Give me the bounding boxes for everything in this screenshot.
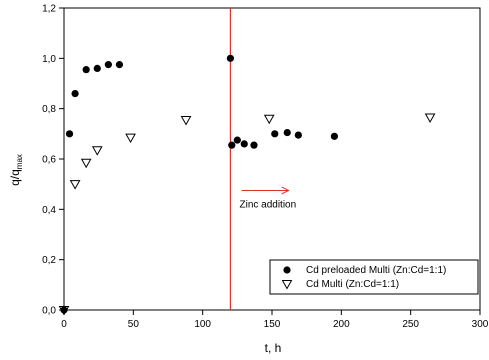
axes: 0 50 100 150 200 250 300 0,0 0,2 0,4 0,6 0,8 1,0 1,2 [42, 4, 489, 331]
x-tick-label: 200 [333, 319, 350, 330]
x-tick-label: 100 [194, 319, 211, 330]
data-point-cd-multi [424, 113, 436, 123]
y-axis-label-sub: max [15, 154, 24, 169]
data-point-cd-preloaded [233, 136, 241, 144]
y-tick-label: 1,2 [42, 4, 56, 15]
y-tick-label: 1,0 [42, 54, 56, 65]
x-tick-label: 300 [472, 319, 489, 330]
data-point-cd-multi [263, 114, 275, 125]
legend-marker-cd-multi [281, 280, 293, 290]
y-tick-label: 0,8 [42, 104, 56, 115]
y-tick-label: 0,4 [42, 205, 56, 216]
data-point-cd-preloaded [330, 132, 338, 140]
data-point-cd-preloaded [71, 89, 79, 98]
data-point-cd-preloaded [226, 54, 234, 62]
x-tick-label: 150 [264, 319, 281, 330]
data-point-cd-preloaded [294, 131, 302, 139]
legend: Cd preloaded Multi (Zn:Cd=1:1) Cd Multi … [269, 259, 479, 295]
x-tick-label: 250 [402, 319, 419, 330]
data-point-cd-multi [125, 133, 136, 144]
data-point-cd-preloaded [82, 66, 90, 74]
x-axis-label: t, h [265, 341, 282, 355]
data-point-cd-preloaded [283, 128, 291, 137]
annotation-arrow-head [281, 186, 290, 195]
legend-label-cd-multi: Cd Multi (Zn:Cd=1:1) [306, 279, 399, 290]
plot-area [58, 8, 436, 316]
data-point-cd-preloaded [250, 141, 258, 149]
x-tick-label: 50 [128, 319, 140, 330]
x-tick-label: 0 [61, 319, 67, 330]
data-point-cd-multi [58, 306, 70, 316]
y-tick-label: 0,6 [42, 155, 56, 166]
legend-label-cd-preloaded: Cd preloaded Multi (Zn:Cd=1:1) [306, 265, 446, 276]
data-point-cd-preloaded [93, 64, 101, 72]
data-point-cd-preloaded [65, 130, 74, 138]
y-tick-label: 0,0 [42, 306, 56, 317]
data-point-cd-preloaded [115, 61, 124, 69]
data-point-cd-preloaded [271, 130, 279, 138]
y-tick-label: 0,2 [42, 255, 56, 266]
data-point-cd-multi [69, 180, 81, 190]
data-point-cd-multi [91, 146, 103, 156]
data-point-cd-preloaded [228, 141, 236, 149]
data-point-cd-preloaded [104, 61, 112, 69]
data-point-cd-preloaded [240, 140, 248, 148]
legend-marker-cd-preloaded [283, 266, 291, 274]
legend-box [269, 259, 479, 295]
y-axis-label: q/qmax [8, 154, 24, 186]
data-point-cd-multi [80, 158, 92, 169]
y-axis-label-main: q/q [8, 169, 22, 186]
zinc-addition-label: Zinc addition [239, 199, 296, 210]
data-point-cd-multi [180, 115, 192, 126]
